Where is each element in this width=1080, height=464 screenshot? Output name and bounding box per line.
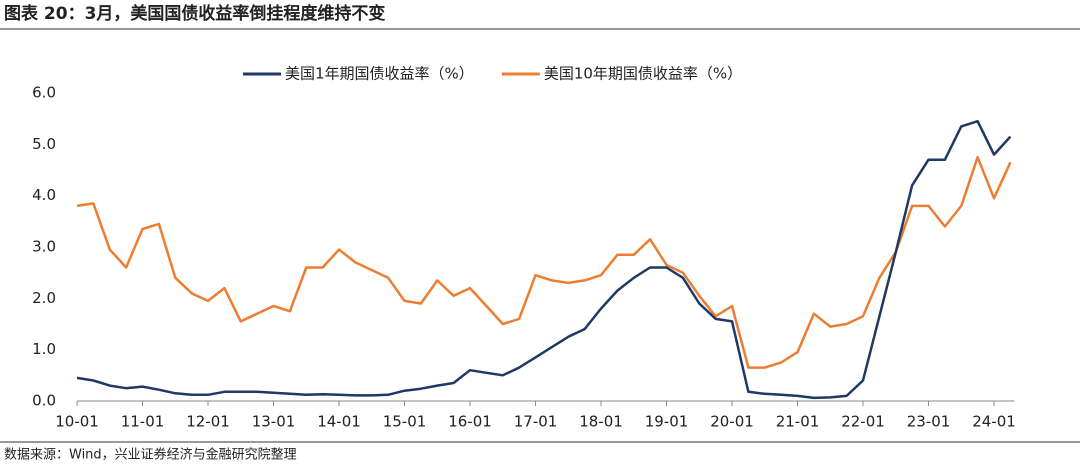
chart-title: 图表 20：3月，美国国债收益率倒挂程度维持不变: [4, 3, 385, 24]
source: 数据来源：Wind，兴业证券经济与金融研究院整理: [4, 447, 297, 463]
x-tick-label: 16-01: [448, 413, 492, 431]
y-tick-label: 4.0: [32, 186, 56, 204]
series-line: [76, 119, 1012, 400]
legend-label: 美国1年期国债收益率（%）: [285, 65, 474, 83]
x-tick-label: 22-01: [841, 413, 885, 431]
x-tick-label: 10-01: [55, 413, 99, 431]
x-tick-label: 24-01: [972, 413, 1016, 431]
x-tick-label: 20-01: [710, 413, 754, 431]
x-tick-label: 13-01: [252, 413, 296, 431]
x-tick-label: 17-01: [514, 413, 558, 431]
x-tick-label: 12-01: [186, 413, 230, 431]
x-tick-label: 11-01: [121, 413, 165, 431]
y-tick-label: 3.0: [32, 238, 56, 256]
legend-label: 美国10年期国债收益率（%）: [544, 65, 742, 83]
x-tick-label: 18-01: [579, 413, 623, 431]
x-tick-label: 23-01: [907, 413, 951, 431]
x-tick-label: 15-01: [383, 413, 427, 431]
y-tick-label: 0.0: [32, 392, 56, 410]
x-tick-label: 14-01: [317, 413, 361, 431]
x-tick-label: 21-01: [776, 413, 820, 431]
y-tick-label: 1.0: [32, 340, 56, 358]
x-tick-label: 19-01: [645, 413, 689, 431]
series-line: [76, 155, 1012, 369]
y-tick-label: 2.0: [32, 289, 56, 307]
y-tick-label: 6.0: [32, 84, 56, 102]
y-tick-label: 5.0: [32, 135, 56, 153]
